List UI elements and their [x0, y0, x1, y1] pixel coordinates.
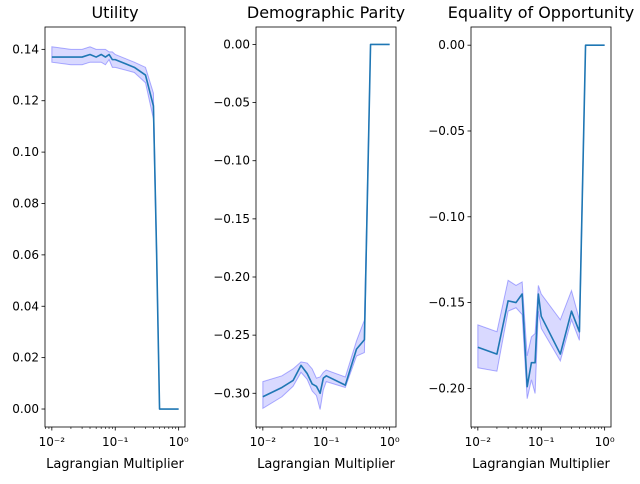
x-tick-label: 10⁻²: [39, 435, 66, 449]
demographic-parity-panel: Demographic Parity −0.30 −0.25 −0.20 −0.15 −0…: [213, 3, 405, 472]
chart-title: Equality of Opportunity: [448, 3, 634, 22]
y-tick-label: −0.25: [213, 328, 250, 342]
x-tick-label: 10⁻¹: [102, 435, 129, 449]
y-tick-label: −0.20: [213, 270, 250, 284]
y-tick-label: 0.04: [12, 299, 39, 313]
series-line: [262, 43, 390, 398]
equality-of-opportunity-panel: Equality of Opportunity −0.20 −0.15 −0.10 −0…: [428, 3, 634, 472]
x-tick-label: 10⁰: [595, 435, 615, 449]
y-tick-label: −0.05: [428, 124, 465, 138]
chart-title: Demographic Parity: [247, 3, 405, 22]
x-axis-label: Lagrangian Multiplier: [472, 457, 610, 472]
x-tick-label: 10⁻²: [465, 435, 492, 449]
x-tick-label: 10⁻²: [250, 435, 277, 449]
y-tick-label: −0.15: [213, 212, 250, 226]
y-tick-label: 0.00: [438, 38, 465, 52]
x-tick-label: 10⁰: [169, 435, 189, 449]
y-tick-label: 0.02: [12, 351, 39, 365]
y-tick-label: 0.10: [12, 145, 39, 159]
chart-title: Utility: [91, 3, 138, 22]
y-tick-label: −0.05: [213, 96, 250, 110]
x-tick-label: 10⁰: [380, 435, 400, 449]
y-tick-label: −0.15: [428, 296, 465, 310]
series-line: [51, 53, 179, 410]
y-tick-label: −0.20: [428, 381, 465, 395]
x-axis-label: Lagrangian Multiplier: [46, 457, 184, 472]
y-tick-label: 0.00: [223, 37, 250, 51]
y-tick-label: 0.08: [12, 196, 39, 210]
utility-panel: Utility 0.00 0.02 0.04 0.06 0.08 0.10 0.12 0.14 1…: [12, 3, 189, 472]
y-tick-label: 0.12: [12, 94, 39, 108]
y-tick-label: −0.10: [428, 210, 465, 224]
y-tick-label: −0.30: [213, 386, 250, 400]
y-tick-label: 0.14: [12, 42, 39, 56]
y-tick-label: −0.10: [213, 154, 250, 168]
x-axis-label: Lagrangian Multiplier: [257, 457, 395, 472]
y-tick-label: 0.00: [12, 402, 39, 416]
x-tick-label: 10⁻¹: [313, 435, 340, 449]
y-tick-label: 0.06: [12, 248, 39, 262]
x-tick-label: 10⁻¹: [528, 435, 555, 449]
series-line: [477, 44, 605, 388]
